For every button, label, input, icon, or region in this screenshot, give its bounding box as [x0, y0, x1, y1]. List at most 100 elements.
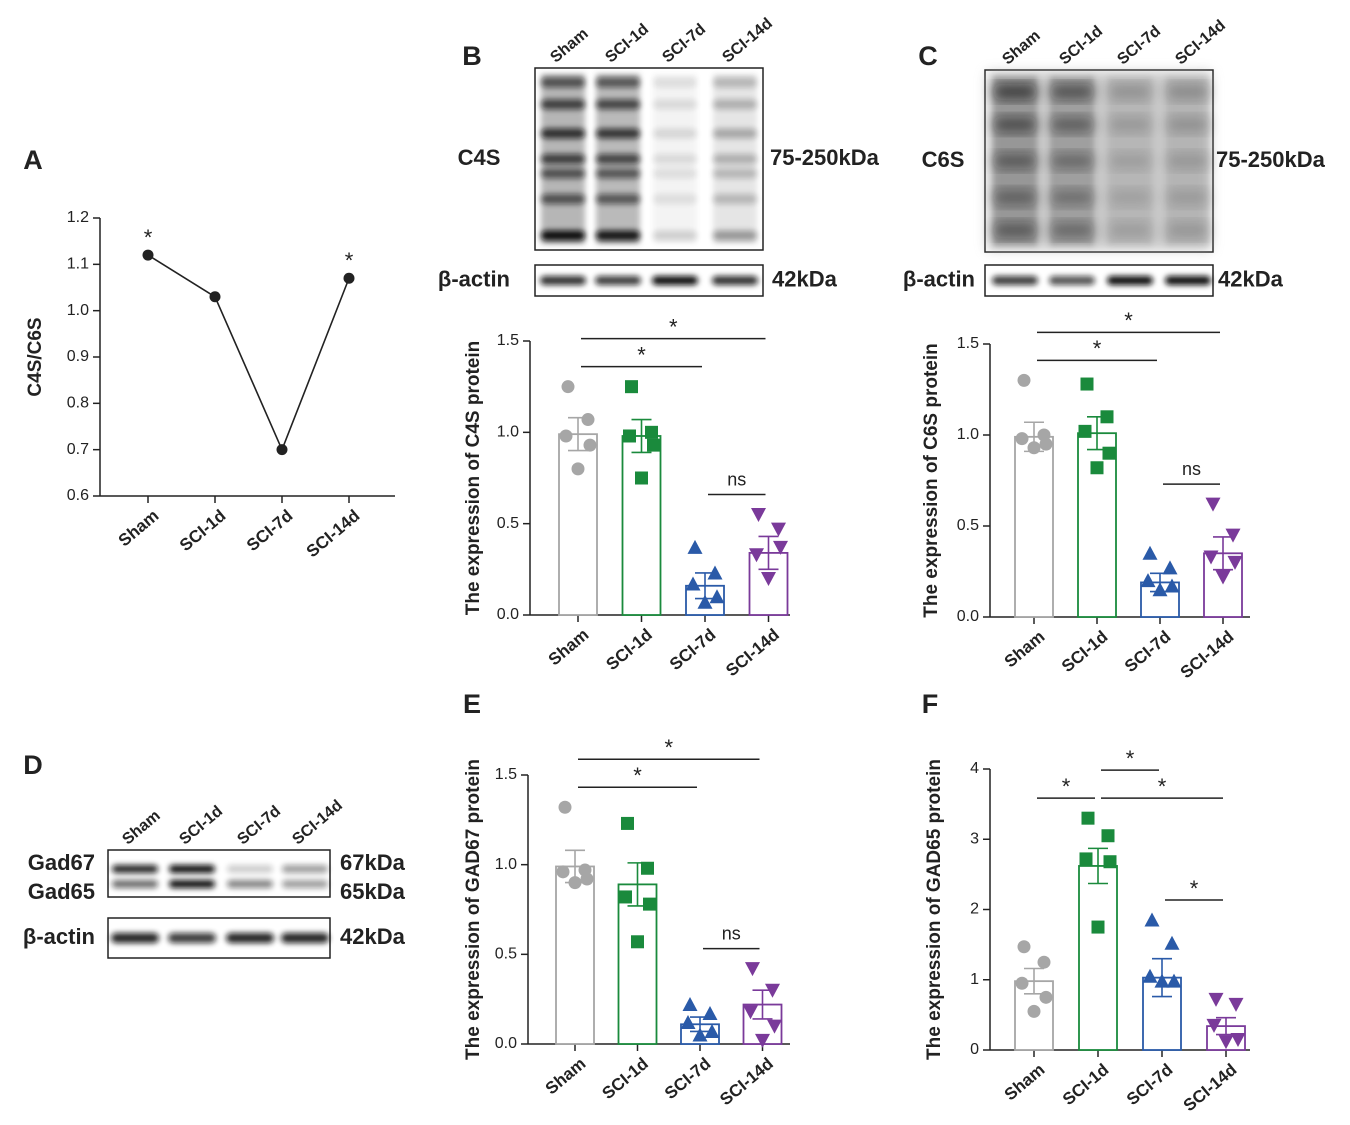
data-point — [1017, 373, 1031, 387]
blot-band — [1108, 83, 1152, 100]
x-tick-label: SCI-7d — [666, 625, 719, 674]
y-tick-label: 0.5 — [497, 515, 519, 532]
data-point — [619, 890, 632, 904]
data-point — [755, 1033, 770, 1048]
data-point — [761, 571, 776, 586]
x-tick-label: SCI-1d — [176, 506, 229, 555]
blot-band — [541, 230, 585, 241]
annotation: * — [144, 225, 153, 250]
significance-label: * — [633, 763, 642, 788]
y-tick-label: 1.0 — [67, 302, 89, 319]
blot-band — [713, 194, 757, 205]
error-bar — [1213, 536, 1233, 571]
lane-label: SCI-1d — [176, 803, 226, 849]
data-point — [623, 429, 636, 443]
blot-band — [1108, 116, 1152, 133]
data-point — [1228, 997, 1244, 1012]
y-tick-label: 1.0 — [957, 426, 979, 443]
data-point — [1017, 940, 1031, 954]
blot-band — [541, 168, 585, 179]
data-point — [692, 1027, 708, 1042]
data-point — [1208, 992, 1224, 1007]
data-point — [621, 816, 634, 830]
y-tick-label: 1.5 — [957, 335, 979, 352]
blot-band — [1050, 153, 1094, 169]
blot-size: 42kDa — [340, 924, 406, 949]
blot-band — [282, 865, 328, 873]
data-point — [743, 1005, 758, 1020]
blot-band — [227, 865, 273, 873]
data-point — [687, 539, 703, 554]
x-tick-label: SCI-7d — [1123, 1060, 1176, 1109]
data-point — [702, 1006, 718, 1021]
data-point — [583, 438, 597, 452]
blot-band — [993, 83, 1037, 100]
data-point — [1206, 1018, 1222, 1033]
data-point — [1015, 432, 1029, 446]
data-point — [1027, 1004, 1041, 1018]
data-point — [209, 291, 221, 303]
blot-size: 42kDa — [1218, 266, 1284, 291]
blot-band — [713, 154, 757, 164]
panel-label: B — [462, 41, 482, 71]
lane-label: SCI-14d — [719, 15, 776, 66]
y-tick-label: 0.8 — [67, 395, 89, 412]
data-point — [765, 983, 780, 998]
y-tick-label: 1.2 — [67, 209, 89, 226]
y-tick-label: 1.1 — [67, 256, 89, 273]
blot-band — [993, 153, 1037, 169]
y-tick-label: 1.5 — [497, 332, 519, 349]
blot-band — [1107, 276, 1153, 285]
y-tick-label: 1.0 — [497, 424, 519, 441]
data-point — [1152, 582, 1168, 597]
data-line — [147, 254, 350, 452]
x-tick-label: SCI-14d — [1180, 1060, 1241, 1115]
blot-band — [596, 230, 640, 241]
blot-band — [1165, 276, 1211, 285]
x-tick-label: Sham — [542, 1054, 590, 1098]
data-point — [1140, 573, 1156, 588]
panel-label: A — [23, 145, 43, 175]
lane-label: SCI-7d — [1114, 23, 1164, 69]
data-point — [1091, 920, 1105, 934]
y-tick-label: 0.5 — [495, 946, 517, 963]
blot-band — [111, 933, 159, 943]
blot-band — [168, 933, 216, 943]
x-tick-label: Sham — [1001, 1060, 1049, 1104]
blot-band — [713, 128, 757, 139]
blot-band — [653, 168, 697, 179]
blot-size: 65kDa — [340, 879, 406, 904]
data-point — [1090, 461, 1104, 475]
blot-band — [596, 77, 640, 88]
x-tick-label: SCI-14d — [716, 1054, 777, 1109]
x-tick-label: SCI-7d — [661, 1054, 714, 1103]
data-point — [1080, 377, 1094, 391]
blot-band — [227, 880, 273, 888]
significance-label: * — [1190, 876, 1199, 901]
data-point — [1227, 555, 1243, 570]
significance-label: * — [637, 342, 646, 367]
blot-band — [653, 77, 697, 88]
data-point — [1015, 976, 1029, 990]
y-tick-label: 2 — [970, 901, 979, 918]
data-point — [1142, 545, 1158, 560]
significance-label: * — [1126, 746, 1135, 771]
y-tick-label: 0.0 — [957, 608, 979, 625]
y-tick-label: 0.9 — [67, 348, 89, 365]
lane-label: SCI-1d — [602, 21, 652, 67]
lane-label: Sham — [999, 27, 1043, 68]
data-point — [647, 438, 660, 452]
data-point — [1037, 955, 1051, 969]
data-point — [1162, 560, 1178, 575]
lane-label: Sham — [547, 25, 591, 66]
data-point — [1205, 497, 1221, 512]
data-point — [558, 800, 572, 814]
blot-band — [1166, 189, 1210, 206]
blot-band — [713, 77, 757, 88]
blot-band — [1050, 116, 1094, 133]
blot-label: β-actin — [903, 266, 975, 291]
blot-size: 75-250kDa — [1216, 147, 1326, 172]
y-tick-label: 0.7 — [67, 441, 89, 458]
blot-band — [1166, 222, 1210, 239]
